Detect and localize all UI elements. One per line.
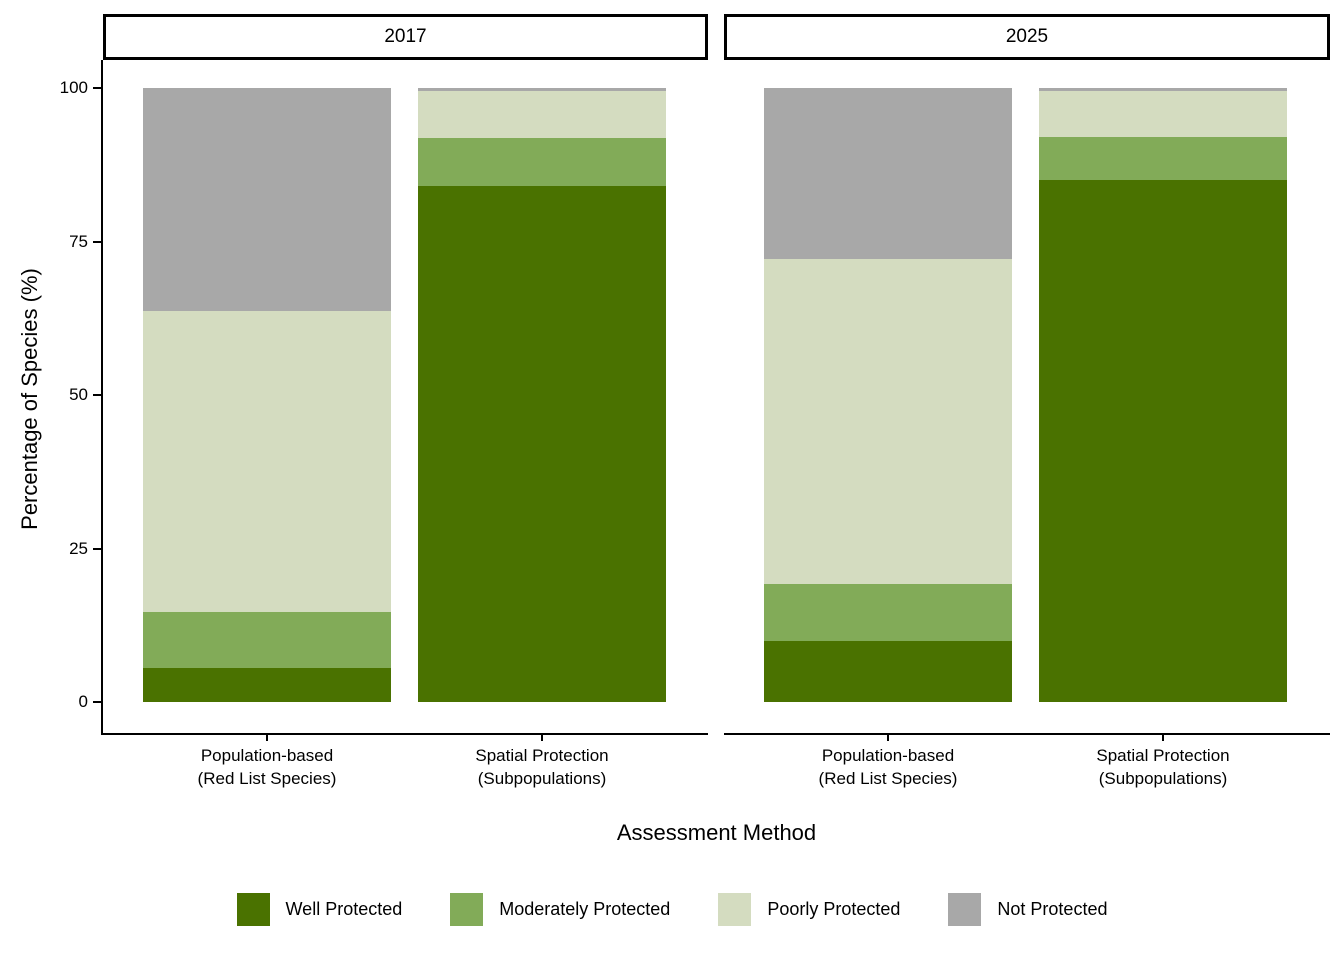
bar-segment-poorly-protected (764, 259, 1012, 585)
x-tick-mark (887, 733, 889, 741)
bar-segment-poorly-protected (1039, 91, 1287, 138)
y-tick-mark (93, 240, 101, 243)
facet-strip-2025: 2025 (724, 14, 1330, 60)
y-axis-line (101, 60, 103, 735)
x-tick-mark (541, 733, 543, 741)
bar-segment-moderately-protected (418, 138, 666, 187)
y-tick-label: 50 (69, 385, 88, 404)
legend-label: Well Protected (285, 899, 403, 919)
facet-strip-2017: 2017 (103, 14, 708, 60)
legend-swatch-poorly-protected (718, 893, 752, 926)
legend-label: Poorly Protected (767, 899, 901, 919)
legend-item-poorly-protected: Poorly Protected (718, 893, 900, 926)
x-tick-label: Spatial Protection (Subpopulations) (475, 746, 609, 788)
legend: Well Protected Moderately Protected Poorly… (0, 893, 1344, 926)
y-tick-label: 75 (69, 231, 88, 251)
y-tick-mark (93, 394, 101, 396)
legend-swatch-not-protected (948, 893, 982, 926)
legend-item-moderately-protected: Moderately Protected (450, 893, 670, 926)
legend-swatch-well-protected (236, 893, 270, 926)
x-tick-label: Population-based (Red List Species) (818, 746, 958, 788)
y-tick-label: 0 (78, 692, 88, 711)
bar-segment-not-protected (1039, 88, 1287, 92)
legend-label: Not Protected (997, 899, 1108, 919)
x-tick-mark (266, 733, 268, 741)
x-tick-label: Spatial Protection (Subpopulations) (1096, 746, 1230, 788)
legend-item-not-protected: Not Protected (948, 893, 1107, 926)
bar-segment-well-protected (764, 640, 1012, 702)
facet-strip-label: 2025 (1005, 26, 1049, 47)
legend-swatch-moderately-protected (450, 893, 484, 926)
legend-item-well-protected: Well Protected (236, 893, 403, 926)
y-tick-mark (93, 701, 101, 703)
x-axis-line-facet-2017 (103, 733, 708, 735)
bar-segment-well-protected (418, 186, 666, 702)
x-tick-mark (1162, 733, 1164, 741)
bar-segment-not-protected (418, 88, 666, 92)
x-tick-label: Population-based (Red List Species) (197, 746, 337, 788)
x-axis-line-facet-2025 (724, 733, 1330, 735)
bar-segment-moderately-protected (1039, 137, 1287, 181)
legend-label: Moderately Protected (499, 899, 671, 919)
bar-segment-moderately-protected (764, 584, 1012, 641)
bar-segment-poorly-protected (143, 310, 391, 613)
y-tick-label: 100 (59, 78, 88, 97)
bar-segment-not-protected (764, 88, 1012, 260)
y-tick-label: 25 (69, 538, 88, 558)
bar-segment-moderately-protected (143, 612, 391, 669)
x-axis-title: Assessment Method (616, 820, 817, 845)
bar-segment-not-protected (143, 88, 391, 311)
facet-panel-2017 (103, 60, 708, 733)
bar-segment-well-protected (1039, 180, 1287, 702)
facet-strip-label: 2017 (384, 26, 427, 47)
facet-panel-2025 (724, 60, 1330, 733)
bar-segment-poorly-protected (418, 91, 666, 139)
bar-segment-well-protected (143, 668, 391, 702)
y-tick-mark (93, 547, 101, 550)
y-tick-mark (93, 87, 101, 89)
